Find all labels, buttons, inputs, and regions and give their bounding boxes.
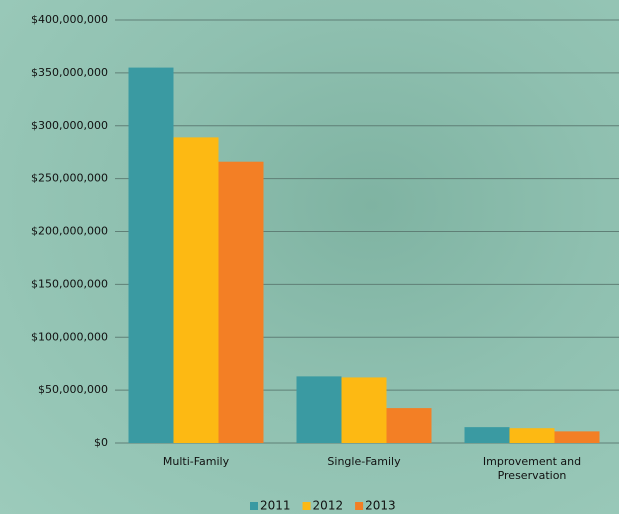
x-tick-label: Single-Family [327, 455, 401, 468]
y-tick-label: $100,000,000 [31, 330, 108, 343]
y-tick-label: $50,000,000 [38, 383, 108, 396]
legend-label: 2012 [313, 499, 344, 513]
legend-label: 2013 [365, 499, 396, 513]
bar [386, 408, 432, 443]
bar [509, 428, 555, 443]
x-tick-label: Improvement and Preservation [482, 455, 582, 482]
x-label-box: Improvement and Preservation [482, 455, 582, 482]
bar [173, 137, 219, 443]
bar [554, 431, 600, 443]
y-tick-label: $0 [94, 436, 108, 449]
y-tick-label: $400,000,000 [31, 13, 108, 26]
x-label-box: Single-Family [327, 455, 401, 468]
y-tick-label: $250,000,000 [31, 172, 108, 185]
bar [464, 427, 510, 443]
legend-label: 2011 [260, 499, 291, 513]
bar [341, 377, 387, 443]
x-tick-label: Multi-Family [162, 455, 230, 468]
legend-swatch [250, 502, 258, 510]
bar [128, 67, 174, 444]
y-tick-label: $300,000,000 [31, 119, 108, 132]
y-tick-label: $350,000,000 [31, 66, 108, 79]
y-tick-label: $150,000,000 [31, 277, 108, 290]
bar [218, 161, 264, 443]
legend-swatch [302, 502, 311, 510]
x-label-box: Multi-Family [162, 455, 230, 468]
legend-swatch [355, 502, 364, 510]
y-tick-label: $200,000,000 [31, 225, 108, 238]
bar [296, 376, 342, 443]
